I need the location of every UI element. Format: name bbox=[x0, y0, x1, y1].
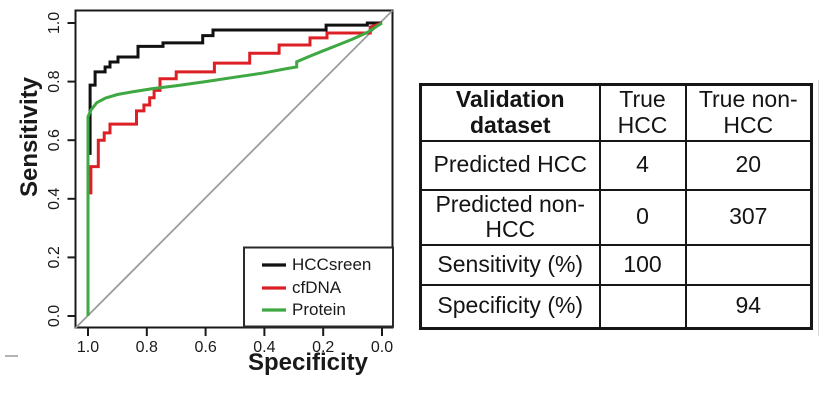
y-tick-label: 0.4 bbox=[46, 188, 63, 210]
header-true-non-hcc: True non-HCC bbox=[684, 83, 813, 142]
row-sensitivity: Sensitivity (%) 100 bbox=[419, 244, 813, 286]
roc-curves-layer bbox=[86, 21, 383, 316]
y-tick-label: 0.2 bbox=[46, 246, 63, 268]
reference-diagonal bbox=[74, 9, 394, 329]
legend-label-cfdna: cfDNA bbox=[292, 278, 342, 297]
y-tick-label: 0.8 bbox=[46, 70, 63, 92]
value-predicted-non-hcc-true-non-hcc: 307 bbox=[684, 188, 813, 246]
legend: HCCsreen cfDNA Protein bbox=[243, 246, 394, 328]
legend-label-hccsreen: HCCsreen bbox=[292, 255, 371, 274]
header-true-hcc: True HCC bbox=[598, 83, 687, 142]
artifact-dash bbox=[5, 355, 18, 357]
axis-ticks-layer: 1.0 0.8 0.6 0.4 0.2 0.0 0.0 0.2 0.4 0.6 0.8 1.0 bbox=[46, 12, 393, 356]
x-tick-label: 1.0 bbox=[77, 339, 99, 356]
value-sensitivity-true-hcc: 100 bbox=[598, 244, 687, 286]
x-tick-label: 0.4 bbox=[253, 339, 275, 356]
y-axis-title: Sensitivity bbox=[16, 76, 43, 197]
cfdna-curve bbox=[86, 21, 383, 316]
x-tick-label: 0.2 bbox=[312, 339, 334, 356]
value-specificity-true-hcc bbox=[598, 284, 687, 329]
y-tick-label: 0.6 bbox=[46, 129, 63, 151]
row-predicted-non-hcc: Predicted non-HCC 0 307 bbox=[419, 188, 813, 246]
protein-curve bbox=[86, 21, 383, 316]
x-tick-label: 0.8 bbox=[136, 339, 158, 356]
roc-chart-panel: 1.0 0.8 0.6 0.4 0.2 0.0 0.0 0.2 0.4 0.6 0.8 1.0 Sen… bbox=[16, 9, 394, 376]
legend-label-protein: Protein bbox=[292, 300, 346, 319]
y-tick-label: 0.0 bbox=[46, 305, 63, 327]
validation-table-panel: Validation dataset True HCC True non-HCC… bbox=[419, 83, 813, 330]
label-predicted-non-hcc: Predicted non-HCC bbox=[419, 188, 601, 246]
value-predicted-hcc-true-non-hcc: 20 bbox=[684, 139, 813, 191]
artifact-line bbox=[818, 80, 819, 336]
value-specificity-true-non-hcc: 94 bbox=[684, 284, 813, 329]
value-predicted-hcc-true-hcc: 4 bbox=[598, 139, 687, 191]
hccsreen-curve bbox=[86, 21, 382, 316]
roc-chart: 1.0 0.8 0.6 0.4 0.2 0.0 0.0 0.2 0.4 0.6 0.8 1.0 Sen… bbox=[16, 9, 394, 376]
x-tick-label: 0.0 bbox=[371, 339, 393, 356]
header-validation-dataset: Validation dataset bbox=[419, 83, 601, 142]
reference-diagonal-layer bbox=[74, 9, 394, 329]
label-sensitivity: Sensitivity (%) bbox=[419, 244, 601, 286]
plot-box bbox=[74, 9, 394, 329]
label-predicted-hcc: Predicted HCC bbox=[419, 139, 601, 191]
value-sensitivity-true-non-hcc bbox=[684, 244, 813, 286]
table-header-row: Validation dataset True HCC True non-HCC bbox=[419, 83, 813, 142]
value-predicted-non-hcc-true-hcc: 0 bbox=[598, 188, 687, 246]
y-tick-label: 1.0 bbox=[46, 12, 63, 34]
x-tick-label: 0.6 bbox=[194, 339, 216, 356]
row-predicted-hcc: Predicted HCC 4 20 bbox=[419, 139, 813, 191]
row-specificity: Specificity (%) 94 bbox=[419, 284, 813, 329]
x-axis-title: Specificity bbox=[248, 349, 369, 376]
validation-table: Validation dataset True HCC True non-HCC… bbox=[419, 83, 813, 330]
label-specificity: Specificity (%) bbox=[419, 284, 601, 329]
